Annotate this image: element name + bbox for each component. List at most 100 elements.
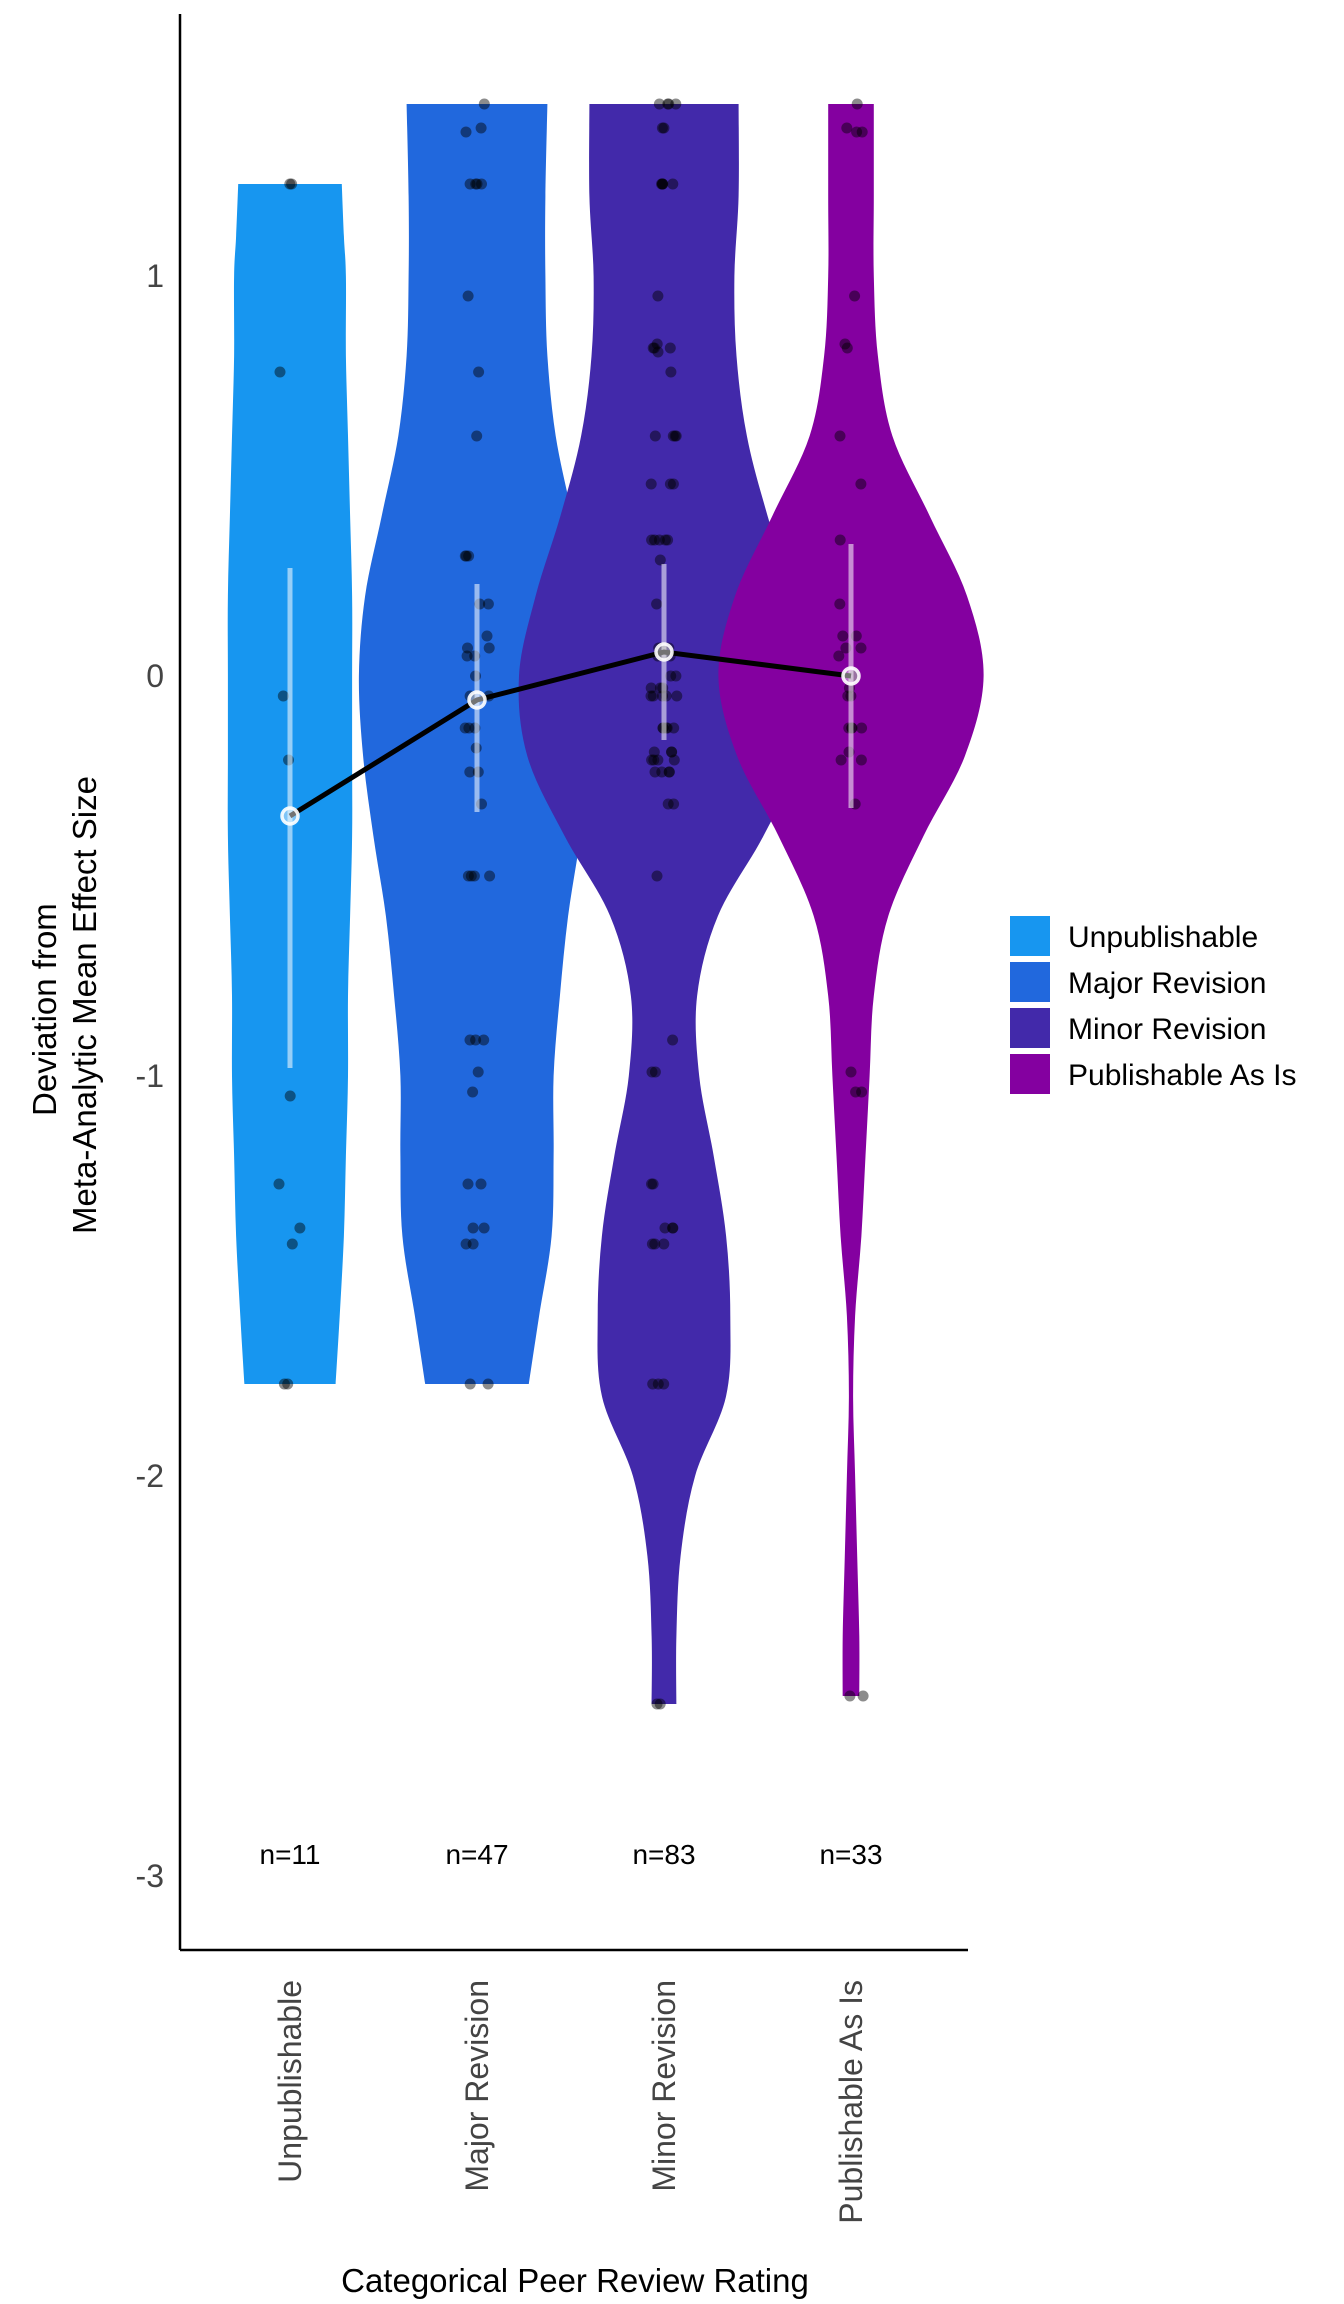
data-point-minor-revision: [667, 1222, 679, 1234]
data-point-major-revision: [475, 1178, 487, 1190]
data-point-major-revision: [467, 1086, 479, 1098]
data-point-publishable-as-is: [844, 1690, 856, 1702]
data-point-minor-revision: [651, 598, 663, 610]
data-point-minor-revision: [654, 554, 666, 566]
data-point-publishable-as-is: [833, 650, 845, 662]
data-point-minor-revision: [670, 98, 682, 110]
y-tick-label: 0: [146, 658, 164, 694]
data-point-minor-revision: [668, 722, 680, 734]
data-point-major-revision: [464, 1378, 476, 1390]
data-point-minor-revision: [656, 178, 667, 190]
data-point-minor-revision: [654, 1698, 666, 1710]
data-point-major-revision: [471, 430, 483, 442]
data-point-minor-revision: [656, 122, 668, 134]
data-point-major-revision: [459, 722, 471, 734]
data-point-minor-revision: [666, 746, 678, 758]
data-point-minor-revision: [657, 178, 669, 190]
data-point-unpublishable: [273, 1178, 285, 1190]
data-point-minor-revision: [667, 1222, 679, 1234]
mean-marker-unpublishable: [280, 806, 300, 826]
data-point-publishable-as-is: [857, 1690, 869, 1702]
data-point-minor-revision: [646, 754, 658, 766]
x-axis-title: Categorical Peer Review Rating: [341, 2262, 809, 2299]
data-point-minor-revision: [666, 746, 678, 758]
data-point-publishable-as-is: [841, 122, 853, 134]
data-point-minor-revision: [649, 534, 661, 546]
data-point-minor-revision: [663, 766, 675, 778]
data-point-major-revision: [482, 1378, 494, 1390]
data-point-minor-revision: [656, 766, 668, 778]
data-point-major-revision: [467, 1222, 479, 1234]
data-point-minor-revision: [646, 1238, 658, 1250]
data-point-publishable-as-is: [851, 126, 863, 138]
mean-marker-major-revision: [467, 690, 487, 710]
data-point-minor-revision: [648, 342, 660, 354]
data-point-unpublishable: [294, 1222, 306, 1234]
data-point-minor-revision: [664, 342, 676, 354]
data-point-major-revision: [462, 1178, 474, 1190]
data-point-major-revision: [470, 178, 482, 190]
y-tick-label: 1: [146, 258, 164, 294]
data-point-minor-revision: [647, 1178, 659, 1190]
data-point-minor-revision: [668, 754, 680, 766]
data-point-minor-revision: [648, 754, 660, 766]
data-point-minor-revision: [671, 690, 683, 702]
data-point-publishable-as-is: [835, 754, 847, 766]
data-point-major-revision: [462, 290, 474, 302]
data-point-minor-revision: [652, 1378, 664, 1390]
x-tick-label-major-revision: Major Revision: [459, 1980, 495, 2192]
data-point-publishable-as-is: [834, 598, 846, 610]
legend: Unpublishable Major Revision Minor Revisio…: [1010, 916, 1296, 1094]
data-point-minor-revision: [649, 766, 661, 778]
data-point-minor-revision: [653, 98, 665, 110]
data-point-major-revision: [472, 1066, 484, 1078]
data-point-publishable-as-is: [856, 722, 868, 734]
data-point-major-revision: [462, 642, 473, 654]
data-point-publishable-as-is: [837, 630, 849, 642]
sample-size-labels: n=11 n=47 n=83 n=33: [260, 1839, 883, 1870]
mean-marker-publishable-as-is: [841, 666, 861, 686]
data-point-minor-revision: [667, 178, 679, 190]
data-point-minor-revision: [663, 98, 675, 110]
data-point-major-revision: [482, 598, 494, 610]
n-label-unpublishable: n=11: [260, 1839, 321, 1870]
data-point-minor-revision: [663, 766, 675, 778]
data-point-minor-revision: [647, 342, 659, 354]
data-point-major-revision: [462, 870, 474, 882]
data-point-minor-revision: [646, 1178, 657, 1190]
y-axis-title-line-2: Meta-Analytic Mean Effect Size: [66, 776, 103, 1234]
data-point-unpublishable: [286, 1238, 298, 1250]
data-point-major-revision: [460, 126, 472, 138]
data-point-minor-revision: [670, 430, 682, 442]
data-point-minor-revision: [667, 430, 679, 442]
data-point-major-revision: [468, 870, 480, 882]
data-point-minor-revision: [662, 798, 674, 810]
data-point-minor-revision: [649, 1066, 661, 1078]
violins-layer: [227, 104, 984, 1704]
data-point-publishable-as-is: [839, 338, 851, 350]
data-point-minor-revision: [646, 1066, 658, 1078]
y-axis-title: Deviation from Meta-Analytic Mean Effect…: [26, 776, 103, 1234]
legend-swatch-major-revision: [1010, 962, 1050, 1002]
y-tick-label: -1: [136, 1058, 164, 1094]
data-point-minor-revision: [646, 534, 658, 546]
y-axis-title-line-1: Deviation from: [26, 903, 63, 1116]
x-tick-label-minor-revision: Minor Revision: [646, 1980, 682, 2192]
data-point-publishable-as-is: [841, 342, 853, 354]
data-point-minor-revision: [648, 746, 660, 758]
data-point-major-revision: [478, 1222, 490, 1234]
y-axis-ticks: 1 0 -1 -2 -3: [136, 258, 164, 1894]
data-point-minor-revision: [664, 478, 676, 490]
data-point-major-revision: [459, 550, 471, 562]
data-point-minor-revision: [649, 1238, 661, 1250]
data-point-unpublishable: [282, 1378, 294, 1390]
data-point-minor-revision: [652, 346, 664, 358]
mean-marker-minor-revision: [654, 642, 674, 662]
data-point-minor-revision: [645, 478, 657, 490]
data-point-minor-revision: [659, 1222, 671, 1234]
data-point-major-revision: [461, 650, 473, 662]
data-point-publishable-as-is: [834, 430, 846, 442]
data-point-major-revision: [465, 870, 477, 882]
data-point-major-revision: [481, 630, 493, 642]
data-point-minor-revision: [652, 754, 664, 766]
